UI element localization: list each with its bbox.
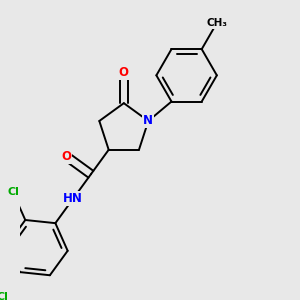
Text: O: O: [119, 66, 129, 80]
Text: Cl: Cl: [0, 292, 8, 300]
Text: CH₃: CH₃: [206, 18, 227, 28]
Text: O: O: [61, 150, 71, 163]
Text: HN: HN: [63, 192, 83, 205]
Text: Cl: Cl: [7, 188, 19, 197]
Text: N: N: [143, 115, 153, 128]
